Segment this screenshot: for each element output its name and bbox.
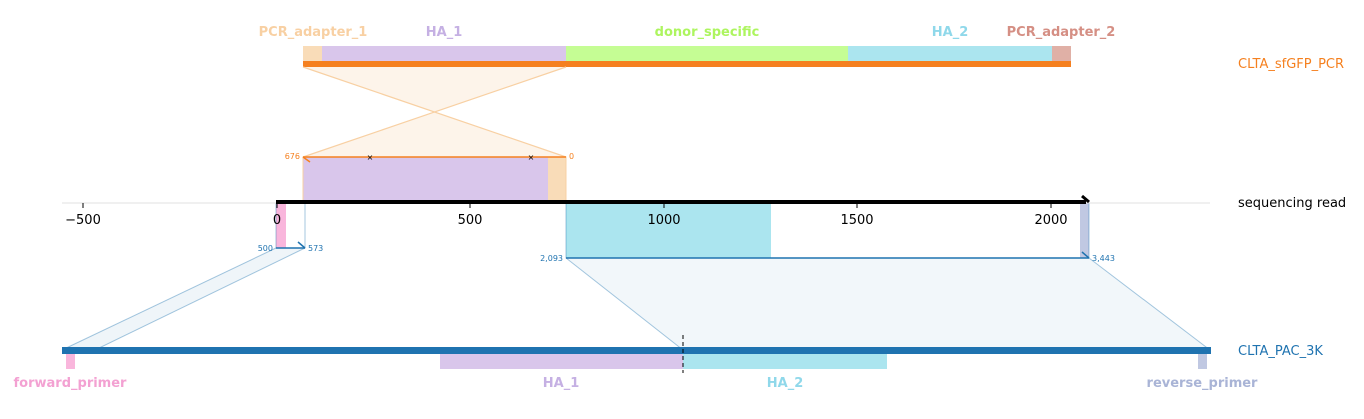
ha2-block-top (848, 46, 1052, 61)
forward-primer-read-block (276, 203, 286, 248)
axis-tick-label: 0 (273, 213, 281, 228)
lower-alignment-blocks: 500 573 2,093 3,443 (258, 202, 1115, 263)
bottom-track-name: CLTA_PAC_3K (1238, 344, 1323, 359)
axis-tick-label: 2000 (1034, 213, 1067, 228)
left-connector-fill (62, 248, 305, 350)
pcr-adapter-1-block (303, 46, 322, 61)
top-alignment-arrowhead-icon (302, 156, 311, 163)
ha1-block-top (322, 46, 566, 61)
mismatch-marker-icon: × (528, 153, 535, 162)
read-track-name: sequencing read (1238, 196, 1346, 211)
right-connector-line (1088, 257, 1211, 351)
left-alignment-arrowhead-icon (297, 241, 306, 249)
top-alignment-connector (302, 66, 567, 158)
reverse-primer-block (1198, 353, 1207, 369)
donor-specific-block (566, 46, 848, 61)
top-connector-line-b (302, 66, 567, 158)
ha1-block-bottom (440, 353, 683, 369)
mismatch-marker-icon: × (367, 153, 374, 162)
read-axis: −500 0 500 1000 1500 2000 sequencing rea… (62, 194, 1346, 228)
left-connector-line (61, 247, 277, 351)
right-connector-line (565, 257, 684, 351)
top-alignment-block: × × 676 0 (285, 152, 574, 203)
left-alignment-start-label: 500 (258, 244, 273, 253)
top-alignment-start-label: 676 (285, 152, 300, 161)
left-alignment-end-label: 573 (308, 244, 323, 253)
right-connector-fill (566, 258, 1210, 350)
left-connector-line (94, 247, 306, 351)
ha2-read-block (566, 203, 771, 258)
ha2-block-bottom (683, 353, 887, 369)
axis-tick-label: 1500 (840, 213, 873, 228)
bottom-reference-track: forward_primer HA_1 HA_2 reverse_primer … (14, 335, 1323, 391)
bottom-alignment-connectors (61, 247, 1211, 351)
donor-specific-label: donor_specific (655, 25, 760, 40)
axis-tick-label: −500 (65, 213, 101, 228)
ha2-label-bottom: HA_2 (767, 376, 804, 391)
ha2-label-top: HA_2 (932, 25, 969, 40)
forward-primer-block (66, 353, 75, 369)
bottom-reference-line (62, 347, 1211, 354)
ha1-read-block (303, 157, 548, 202)
axis-tick-label: 500 (458, 213, 483, 228)
reverse-primer-read-block (1080, 203, 1089, 258)
pcr-adapter-2-label: PCR_adapter_2 (1007, 25, 1116, 40)
adapter-read-block (548, 157, 566, 202)
top-reference-track: PCR_adapter_1 HA_1 donor_specific HA_2 P… (259, 25, 1344, 72)
pcr-adapter-2-block (1052, 46, 1071, 61)
axis-tick-label: 1000 (647, 213, 680, 228)
reverse-primer-label: reverse_primer (1147, 376, 1259, 391)
sequencing-read-arrowhead-icon (1081, 194, 1090, 204)
ha1-label-top: HA_1 (426, 25, 463, 40)
ha1-label-bottom: HA_1 (543, 376, 580, 391)
top-alignment-end-label: 0 (569, 152, 574, 161)
top-track-name: CLTA_sfGFP_PCR (1238, 57, 1344, 72)
right-alignment-end-label: 3,443 (1092, 254, 1115, 263)
top-reference-line (303, 61, 1071, 67)
right-alignment-arrowhead-icon (1081, 251, 1090, 259)
forward-primer-label: forward_primer (14, 376, 128, 391)
pcr-adapter-1-label: PCR_adapter_1 (259, 25, 368, 40)
right-alignment-start-label: 2,093 (540, 254, 563, 263)
